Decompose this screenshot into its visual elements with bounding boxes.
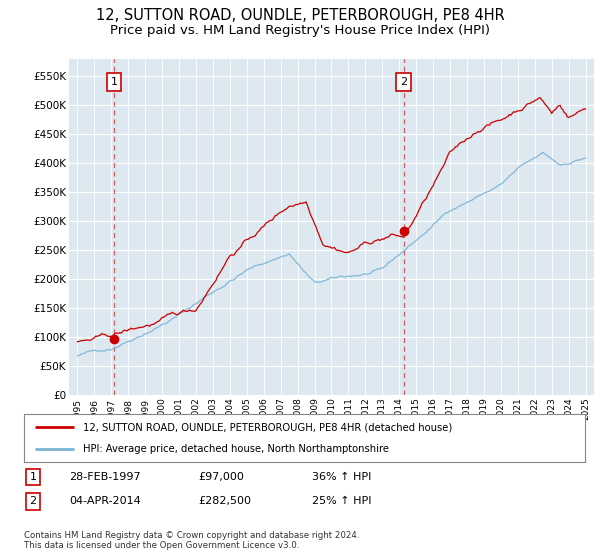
Text: Contains HM Land Registry data © Crown copyright and database right 2024.
This d: Contains HM Land Registry data © Crown c… [24,531,359,550]
Text: 1: 1 [29,472,37,482]
Text: 25% ↑ HPI: 25% ↑ HPI [312,496,371,506]
Text: 12, SUTTON ROAD, OUNDLE, PETERBOROUGH, PE8 4HR (detached house): 12, SUTTON ROAD, OUNDLE, PETERBOROUGH, P… [83,422,452,432]
Text: 12, SUTTON ROAD, OUNDLE, PETERBOROUGH, PE8 4HR: 12, SUTTON ROAD, OUNDLE, PETERBOROUGH, P… [95,8,505,24]
Text: 2: 2 [400,77,407,87]
Text: 28-FEB-1997: 28-FEB-1997 [69,472,140,482]
Text: HPI: Average price, detached house, North Northamptonshire: HPI: Average price, detached house, Nort… [83,444,389,454]
Text: 2: 2 [29,496,37,506]
Text: 1: 1 [110,77,118,87]
Text: 04-APR-2014: 04-APR-2014 [69,496,141,506]
Text: Price paid vs. HM Land Registry's House Price Index (HPI): Price paid vs. HM Land Registry's House … [110,24,490,36]
Text: £282,500: £282,500 [198,496,251,506]
Text: 36% ↑ HPI: 36% ↑ HPI [312,472,371,482]
Text: £97,000: £97,000 [198,472,244,482]
